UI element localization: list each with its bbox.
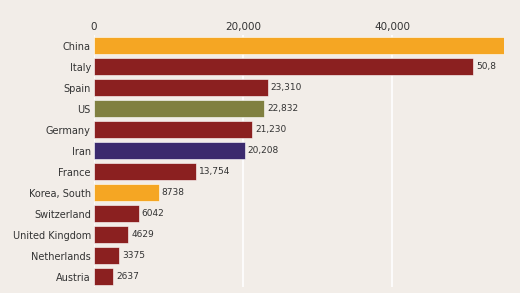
Bar (94, 58, 473, 75)
Text: 13,754: 13,754 (199, 167, 231, 176)
Bar (94, 79, 268, 96)
Bar (94, 268, 113, 285)
Bar (94, 205, 139, 222)
Text: 22,832: 22,832 (267, 104, 298, 113)
Text: 4629: 4629 (131, 230, 154, 239)
Text: 3375: 3375 (122, 251, 145, 260)
Bar (94, 247, 119, 264)
Bar (94, 184, 159, 201)
Bar (94, 226, 128, 243)
Text: 8738: 8738 (162, 188, 185, 197)
Bar (94, 121, 252, 138)
Text: 50,8: 50,8 (476, 62, 496, 71)
Text: 23,310: 23,310 (271, 83, 302, 92)
Bar (94, 37, 504, 54)
Text: 2637: 2637 (116, 272, 139, 281)
Text: 6042: 6042 (142, 209, 164, 218)
Text: 21,230: 21,230 (255, 125, 287, 134)
Bar (94, 163, 197, 180)
Bar (94, 142, 244, 159)
Text: 20,208: 20,208 (248, 146, 279, 155)
Bar (94, 100, 264, 117)
